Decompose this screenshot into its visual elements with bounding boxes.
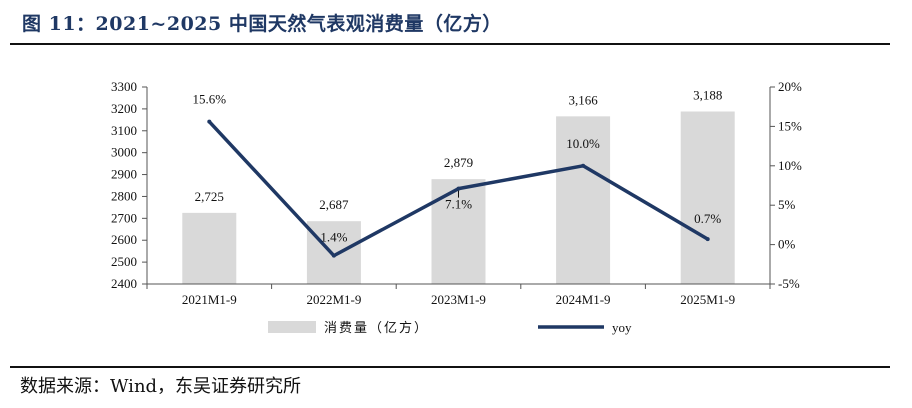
y-right-tick-label: 10% xyxy=(778,158,802,173)
x-tick-label: 2025M1-9 xyxy=(680,292,735,307)
bar xyxy=(556,116,611,284)
y-left-tick-label: 3200 xyxy=(111,101,137,116)
y-left-tick-label: 2500 xyxy=(111,254,137,269)
y-right-tick-label: 5% xyxy=(778,197,796,212)
x-tick-label: 2024M1-9 xyxy=(556,292,611,307)
x-tick-label: 2022M1-9 xyxy=(306,292,361,307)
bar xyxy=(680,111,735,284)
y-left-tick-label: 3000 xyxy=(111,145,137,160)
y-left-tick-label: 2400 xyxy=(111,276,137,291)
legend-label-bar: 消费量（亿方） xyxy=(324,320,429,335)
yoy-point xyxy=(456,186,461,191)
y-left-tick-label: 2900 xyxy=(111,167,137,182)
chart-title: 图 11：2021~2025 中国天然气表观消费量（亿方） xyxy=(22,13,502,35)
y-right-tick-label: 0% xyxy=(778,237,796,252)
bar-data-label: 3,188 xyxy=(693,88,722,103)
yoy-point xyxy=(705,237,710,242)
x-tick-label: 2023M1-9 xyxy=(431,292,486,307)
y-left-tick-label: 3100 xyxy=(111,123,137,138)
legend-label-line: yoy xyxy=(612,320,632,335)
y-right-tick-label: -5% xyxy=(778,276,800,291)
bar xyxy=(182,212,237,284)
yoy-data-label: 1.4% xyxy=(320,230,347,245)
x-tick-label: 2021M1-9 xyxy=(182,292,237,307)
yoy-data-label: 7.1% xyxy=(445,197,472,212)
bar xyxy=(306,221,361,284)
y-left-tick-label: 2700 xyxy=(111,210,137,225)
source-divider xyxy=(10,366,890,368)
bar-data-label: 2,725 xyxy=(195,189,224,204)
y-left-tick-label: 2800 xyxy=(111,188,137,203)
legend-swatch-bar xyxy=(268,321,316,333)
source-note: 数据来源：Wind，东吴证券研究所 xyxy=(20,376,302,397)
bar-data-label: 2,687 xyxy=(319,197,349,212)
y-left-tick-label: 2600 xyxy=(111,232,137,247)
yoy-data-label: 0.7% xyxy=(694,211,721,226)
yoy-point xyxy=(581,163,586,168)
yoy-data-label: 15.6% xyxy=(193,92,227,107)
yoy-point xyxy=(207,119,212,124)
y-right-tick-label: 15% xyxy=(778,118,802,133)
y-right-tick-label: 20% xyxy=(778,79,802,94)
bar-data-label: 2,879 xyxy=(444,155,473,170)
y-left-tick-label: 3300 xyxy=(111,79,137,94)
yoy-point xyxy=(331,253,336,258)
title-divider xyxy=(10,43,890,45)
yoy-data-label: 10.0% xyxy=(566,136,600,151)
bar-data-label: 3,166 xyxy=(568,92,598,107)
